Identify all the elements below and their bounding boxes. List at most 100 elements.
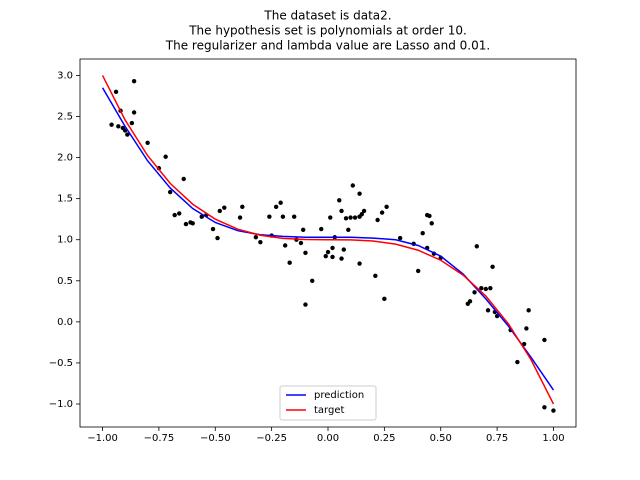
data-point (350, 183, 355, 188)
chart-title: The dataset is data2. (263, 9, 391, 23)
data-point (323, 253, 328, 259)
data-point (479, 285, 484, 291)
data-point (291, 214, 297, 219)
data-point (282, 243, 288, 248)
data-point (177, 211, 182, 216)
data-point (427, 213, 432, 219)
line-series (101, 75, 555, 405)
data-point (163, 154, 168, 159)
data-point (337, 198, 342, 203)
x-tick-label: 0.50 (430, 433, 452, 444)
data-point (472, 290, 477, 295)
data-point (415, 268, 421, 274)
y-tick-label: 2.0 (57, 153, 73, 164)
data-point (190, 221, 195, 226)
data-point (330, 245, 335, 251)
data-point (287, 260, 292, 265)
data-point (303, 302, 308, 307)
data-point (253, 235, 259, 240)
data-point (348, 215, 353, 220)
axes-frame (79, 58, 577, 428)
data-point (339, 256, 344, 261)
data-point (384, 204, 389, 210)
line-series (101, 87, 555, 391)
data-point (330, 254, 335, 260)
data-point (397, 235, 403, 241)
data-point (490, 264, 495, 270)
chart-title: The regularizer and lambda value are Las… (165, 39, 490, 53)
data-point (483, 286, 489, 292)
x-tick-label: 1.00 (542, 433, 564, 444)
y-tick-label: 0.0 (57, 317, 73, 328)
x-tick-label: −0.75 (144, 433, 175, 444)
data-point (343, 216, 349, 221)
data-point (215, 235, 220, 241)
data-point (352, 215, 358, 220)
data-point (357, 191, 362, 196)
data-point (267, 214, 272, 219)
data-point (129, 120, 135, 126)
x-tick-label: 0.00 (317, 433, 339, 444)
data-point (325, 249, 331, 255)
data-point (382, 296, 387, 302)
data-point (429, 221, 434, 226)
data-point (542, 405, 547, 410)
data-point (167, 189, 173, 195)
data-point (116, 124, 121, 129)
data-point (361, 208, 367, 214)
data-point (278, 200, 283, 205)
data-point (172, 212, 177, 218)
data-point (357, 261, 362, 266)
data-point (379, 210, 385, 215)
data-point (183, 221, 189, 227)
y-tick-label: 3.0 (57, 70, 73, 81)
y-tick-label: 1.5 (57, 194, 73, 205)
data-point (237, 215, 243, 220)
data-point (359, 212, 365, 217)
data-point (131, 110, 137, 115)
data-point (310, 278, 315, 283)
legend-label: target (314, 405, 344, 416)
data-point (131, 78, 137, 84)
data-point (515, 359, 520, 365)
data-point (298, 240, 304, 246)
y-tick-label: 0.5 (57, 276, 73, 287)
data-point (339, 208, 344, 214)
data-point (542, 337, 547, 343)
data-point (474, 244, 479, 249)
chart-title: The hypothesis set is polynomials at ord… (188, 24, 467, 38)
data-point (551, 408, 556, 413)
x-tick-label: −0.25 (256, 433, 287, 444)
data-point (319, 226, 324, 232)
legend-label: prediction (314, 390, 364, 401)
data-point (258, 239, 263, 245)
data-point (301, 227, 306, 233)
data-point (125, 132, 130, 137)
data-point (373, 273, 378, 279)
x-tick-label: −1.00 (87, 433, 118, 444)
x-tick-label: −0.50 (200, 433, 231, 444)
data-point (210, 226, 216, 232)
data-point (420, 230, 425, 236)
data-point (375, 217, 380, 223)
y-tick-label: 1.0 (57, 235, 73, 246)
data-point (113, 89, 119, 95)
data-point (145, 140, 150, 145)
data-point (222, 205, 227, 210)
data-point (346, 227, 351, 233)
y-tick-label: 2.5 (57, 112, 73, 123)
data-point (217, 208, 222, 214)
data-point (240, 204, 245, 210)
x-tick-label: 0.25 (373, 433, 395, 444)
data-point (485, 308, 491, 313)
data-point (109, 122, 114, 127)
data-point (303, 250, 308, 256)
data-point (181, 176, 186, 182)
y-tick-label: −1.0 (49, 399, 73, 410)
x-tick-label: 0.75 (486, 433, 508, 444)
data-point (488, 285, 493, 291)
data-point (524, 326, 529, 331)
data-point (494, 313, 500, 319)
data-point (328, 215, 333, 220)
